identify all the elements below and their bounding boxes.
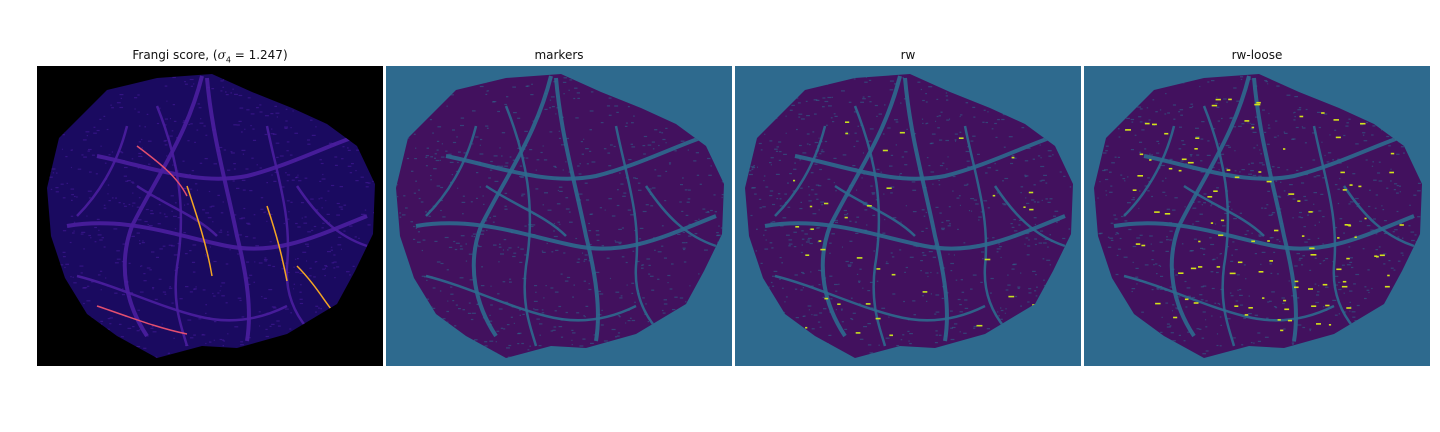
rw-image [735, 66, 1081, 366]
frangi-score-image [37, 66, 383, 366]
rw-loose-image [1084, 66, 1430, 366]
panel-title-frangi: Frangi score, (σ4 = 1.247) [132, 48, 288, 65]
panel-title-markers: markers [534, 48, 584, 62]
panel-title-rw: rw [900, 48, 916, 62]
panel-title-rw-loose: rw-loose [1231, 48, 1283, 62]
markers-image [386, 66, 732, 366]
